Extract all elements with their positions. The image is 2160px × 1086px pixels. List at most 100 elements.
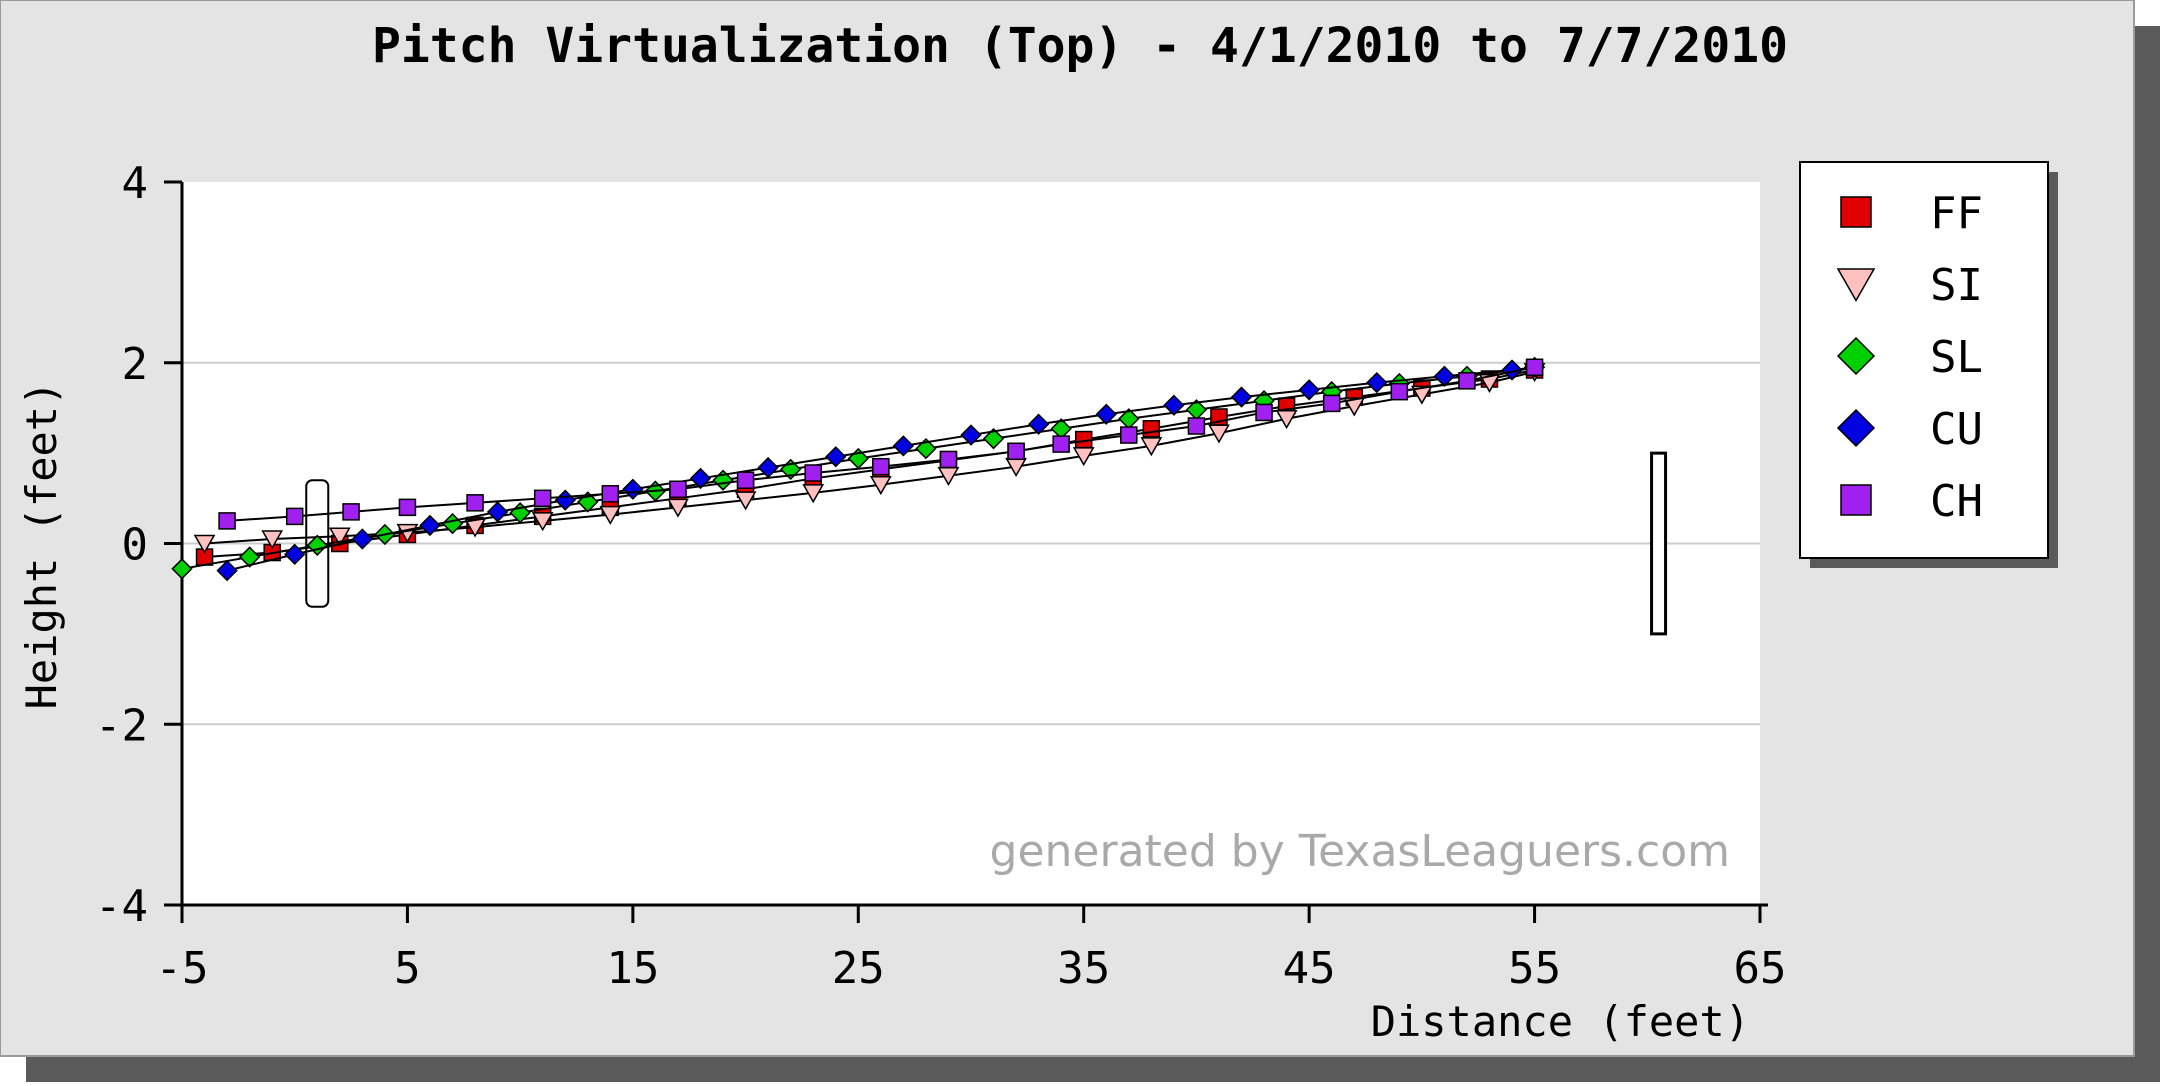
data-point — [939, 450, 958, 469]
data-point — [238, 546, 261, 568]
y-tick-label: 2 — [122, 339, 149, 390]
data-point — [1390, 382, 1409, 401]
data-point — [466, 494, 484, 512]
legend-label: FF — [1930, 188, 1983, 239]
data-point — [960, 424, 982, 446]
series-layer — [171, 356, 1546, 582]
x-axis-label: Distance (feet) — [1371, 997, 1750, 1046]
data-point — [1095, 403, 1117, 425]
data-point — [218, 512, 236, 530]
y-tick-label: -2 — [95, 700, 148, 751]
data-point — [1433, 365, 1456, 387]
data-point — [171, 558, 193, 580]
x-tick-label: 45 — [1283, 943, 1336, 994]
data-point — [622, 478, 644, 500]
x-tick-label: 65 — [1734, 943, 1787, 994]
data-point — [1027, 413, 1050, 435]
data-point — [1343, 397, 1366, 417]
data-point — [261, 530, 284, 550]
legend-marker — [1840, 196, 1872, 228]
data-point — [398, 498, 417, 517]
data-point — [531, 512, 554, 532]
data-point — [419, 514, 441, 537]
data-point — [284, 543, 306, 566]
legend-label: SL — [1930, 332, 1983, 383]
grid-layer — [182, 361, 1760, 726]
x-tick-label: 55 — [1508, 943, 1561, 994]
data-point — [328, 527, 351, 547]
data-point — [872, 457, 890, 476]
chart-title: Pitch Virtualization (Top) - 4/1/2010 to… — [372, 18, 1788, 74]
data-point — [216, 559, 238, 582]
pitcher-rubber-shape — [1650, 451, 1668, 636]
y-tick-label: 0 — [122, 520, 149, 571]
data-point — [669, 480, 687, 499]
data-point — [869, 476, 892, 496]
data-point — [689, 467, 712, 490]
series-ch — [218, 358, 1544, 530]
data-point — [1072, 447, 1095, 467]
data-point — [1275, 410, 1298, 430]
data-point — [1255, 403, 1273, 422]
data-point — [1366, 371, 1388, 394]
data-point — [599, 505, 622, 525]
data-point — [342, 503, 360, 521]
x-tick-label: 15 — [606, 943, 659, 994]
data-point — [1007, 442, 1025, 461]
data-point — [351, 528, 374, 550]
watermark-text: generated by TexasLeaguers.com — [990, 826, 1730, 877]
data-point — [285, 507, 304, 526]
legend-marker — [1836, 336, 1876, 376]
legend-marker — [1836, 268, 1876, 303]
data-point — [1052, 435, 1070, 453]
data-point — [1458, 372, 1476, 390]
x-tick-label: 35 — [1057, 943, 1110, 994]
series-line — [226, 368, 1513, 572]
axis-layer: 4 2 0 -2 -4-5 5 15 25 35 45 55 65 — [95, 158, 1786, 994]
data-point — [533, 489, 552, 508]
data-point — [802, 484, 825, 504]
data-point — [667, 498, 689, 518]
data-point — [1163, 394, 1185, 416]
legend-marker — [1840, 484, 1872, 516]
data-point — [1501, 359, 1523, 381]
data-point — [486, 501, 509, 523]
legend-marker — [1836, 408, 1876, 448]
data-point — [1525, 358, 1544, 377]
legend-label: CU — [1930, 404, 1983, 455]
data-point — [1322, 394, 1341, 413]
legend-label: CH — [1930, 476, 1983, 527]
y-tick-label: 4 — [122, 158, 149, 209]
data-point — [1187, 417, 1206, 435]
legend-box — [1799, 161, 2049, 559]
legend: FF SI SL CU CH — [1799, 161, 2058, 568]
data-point — [1230, 386, 1253, 408]
data-point — [736, 471, 755, 489]
data-point — [1140, 437, 1163, 457]
x-tick-label: -5 — [156, 943, 209, 994]
data-point — [1298, 379, 1320, 401]
data-point — [779, 458, 802, 481]
data-point — [915, 437, 937, 460]
data-point — [1478, 373, 1501, 393]
data-point — [982, 428, 1005, 450]
data-point — [825, 446, 847, 468]
y-tick-label: -4 — [95, 881, 148, 932]
data-point — [1208, 424, 1230, 444]
y-axis-label: Height (feet) — [17, 381, 66, 710]
x-tick-label: 5 — [394, 943, 421, 994]
data-point — [1120, 426, 1138, 444]
data-point — [1142, 419, 1161, 438]
data-point — [193, 534, 216, 554]
legend-label: SI — [1930, 260, 1983, 311]
data-point — [1410, 385, 1433, 405]
x-tick-label: 25 — [832, 943, 885, 994]
data-point — [734, 491, 757, 511]
data-point — [892, 435, 915, 457]
legend-items: FF SI SL CU CH — [1836, 188, 1983, 527]
series-cu — [216, 359, 1523, 582]
data-point — [804, 464, 822, 482]
data-point — [601, 485, 620, 503]
